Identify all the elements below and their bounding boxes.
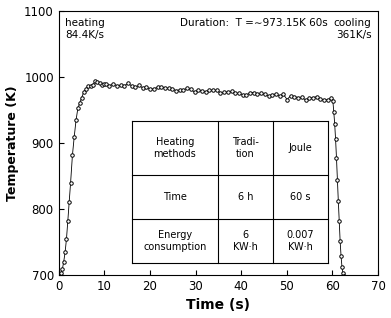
X-axis label: Time (s): Time (s) [187,299,250,313]
Text: Tradi-
tion: Tradi- tion [232,137,259,159]
Text: Duration:  T =∼973.15K 60s: Duration: T =∼973.15K 60s [180,18,328,29]
Text: 0.007
KW·h: 0.007 KW·h [287,230,314,252]
Text: Joule: Joule [289,143,312,153]
Text: 6 h: 6 h [238,192,253,202]
Y-axis label: Temperature (K): Temperature (K) [5,85,18,201]
Text: heating
84.4K/s: heating 84.4K/s [65,18,105,40]
Text: 6
KW·h: 6 KW·h [233,230,258,252]
Text: Heating
methods: Heating methods [154,137,196,159]
Text: Time: Time [163,192,187,202]
Text: Energy
consumption: Energy consumption [143,230,206,252]
Text: 60 s: 60 s [290,192,310,202]
FancyBboxPatch shape [132,121,328,263]
Text: cooling
361K/s: cooling 361K/s [334,18,371,40]
